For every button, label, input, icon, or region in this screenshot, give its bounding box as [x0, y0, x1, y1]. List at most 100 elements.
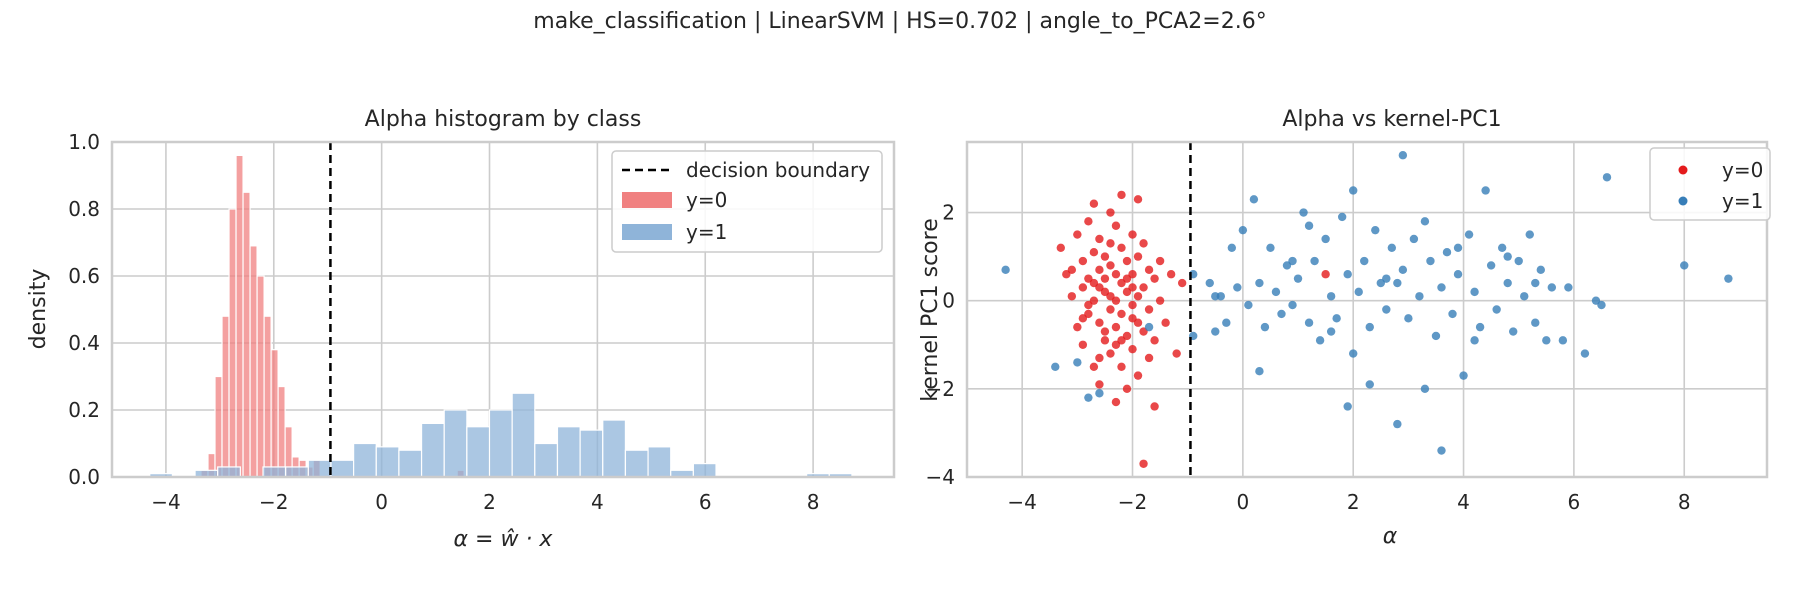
- scatter-point-y0: [1073, 230, 1082, 239]
- scatter-point-y0: [1095, 380, 1104, 389]
- scatter-point-y0: [1144, 265, 1154, 275]
- histogram-x-tick-label: 6: [699, 490, 712, 514]
- legend-label-y0: y=0: [686, 188, 727, 212]
- scatter-point-y0: [1150, 274, 1159, 283]
- scatter-y-tick-label: 0: [942, 289, 955, 313]
- scatter-point-y1: [1442, 247, 1452, 257]
- scatter-point-y0: [1056, 243, 1065, 252]
- scatter-point-y1: [1398, 265, 1408, 275]
- scatter-point-y1: [1233, 283, 1242, 292]
- scatter-point-y0: [1095, 265, 1104, 275]
- scatter-point-y1: [1244, 300, 1253, 310]
- histogram-x-tick-label: −4: [151, 490, 180, 514]
- histogram-bar-y0: [249, 245, 258, 478]
- scatter-point-y0: [1122, 274, 1132, 283]
- histogram-bar-y1: [398, 449, 423, 478]
- histogram-bar-y0: [270, 349, 279, 478]
- scatter-x-tick-label: −4: [1007, 490, 1036, 514]
- scatter-point-y1: [1349, 349, 1358, 358]
- scatter-point-y1: [1497, 243, 1507, 252]
- scatter-point-y0: [1122, 384, 1132, 394]
- histogram-bar-y1: [466, 426, 491, 478]
- scatter-point-y0: [1106, 208, 1115, 217]
- scatter-point-y1: [1503, 278, 1512, 288]
- scatter-x-axis-label: α: [1383, 524, 1398, 549]
- scatter-point-y1: [1409, 234, 1419, 244]
- scatter-point-y1: [1542, 336, 1551, 345]
- scatter-point-y0: [1100, 274, 1110, 283]
- scatter-point-y1: [1222, 318, 1231, 327]
- scatter-point-y0: [1095, 234, 1104, 244]
- scatter-point-y0: [1139, 239, 1148, 248]
- scatter-series-y0: [1056, 190, 1330, 468]
- scatter-legend-label-y1: y=1: [1722, 189, 1763, 213]
- scatter-point-y1: [1580, 349, 1590, 358]
- scatter-point-y1: [1337, 212, 1347, 222]
- histogram-x-tick-label: 0: [375, 490, 388, 514]
- histogram-x-ticks: −4 −2 0 2 4 6 8: [151, 490, 819, 514]
- scatter-point-y0: [1111, 322, 1121, 332]
- scatter-point-y0: [1089, 278, 1099, 288]
- scatter-point-y1: [1315, 336, 1325, 345]
- scatter-point-y0: [1095, 318, 1104, 327]
- scatter-point-y1: [1420, 217, 1430, 226]
- scatter-point-y1: [1602, 173, 1612, 182]
- scatter-point-y1: [1536, 265, 1545, 275]
- scatter-point-y1: [1293, 274, 1303, 283]
- scatter-point-y0: [1139, 459, 1148, 468]
- scatter-plot-frame: [965, 140, 1769, 479]
- scatter-legend: y=0 y=1: [1649, 147, 1771, 221]
- scatter-legend-marker-y0: [1678, 165, 1688, 175]
- scatter-point-y1: [1531, 318, 1540, 327]
- scatter-point-y1: [1271, 287, 1281, 297]
- scatter-point-y1: [1277, 309, 1286, 319]
- scatter-point-y1: [1475, 322, 1485, 332]
- scatter-point-y0: [1144, 353, 1154, 363]
- scatter-point-y1: [1724, 274, 1733, 283]
- scatter-point-y1: [1343, 402, 1352, 411]
- scatter-legend-marker-y1: [1678, 196, 1688, 206]
- scatter-point-y0: [1161, 318, 1170, 327]
- scatter-y-axis-label: kernel PC1 score: [918, 218, 943, 401]
- scatter-point-y0: [1117, 243, 1126, 252]
- histogram-x-tick-label: 2: [483, 490, 496, 514]
- scatter-point-y1: [1326, 327, 1336, 336]
- scatter-point-y0: [1111, 221, 1121, 230]
- scatter-point-y0: [1106, 292, 1115, 301]
- scatter-y-ticks: −4 −2 0 2: [926, 201, 955, 489]
- scatter-point-y1: [1304, 221, 1314, 230]
- scatter-point-y1: [1211, 292, 1220, 301]
- scatter-point-y1: [1051, 362, 1060, 372]
- scatter-point-y1: [1255, 278, 1264, 288]
- scatter-y-tick-label: 2: [942, 201, 955, 225]
- legend-label-y1: y=1: [686, 220, 727, 244]
- scatter-panel: Alpha vs kernel-PC1 −4 −2 0 2 4 6 8 −4 −2 0 2 α k…: [918, 107, 1771, 549]
- scatter-point-y1: [1349, 186, 1358, 195]
- scatter-point-y0: [1128, 283, 1137, 292]
- scatter-point-y0: [1106, 239, 1115, 248]
- scatter-point-y1: [1464, 230, 1474, 239]
- scatter-x-tick-label: 4: [1457, 490, 1470, 514]
- scatter-point-y1: [1310, 256, 1319, 266]
- figure-suptitle: make_classification | LinearSVM | HS=0.7…: [533, 9, 1266, 34]
- scatter-point-y0: [1106, 261, 1115, 270]
- scatter-point-y1: [1084, 393, 1093, 402]
- scatter-point-y1: [1227, 243, 1237, 252]
- scatter-point-y1: [1426, 256, 1435, 266]
- scatter-point-y0: [1133, 318, 1143, 327]
- scatter-point-y1: [1453, 243, 1463, 252]
- scatter-point-y1: [1382, 274, 1391, 283]
- scatter-point-y0: [1144, 305, 1154, 314]
- scatter-point-y0: [1172, 349, 1181, 358]
- histogram-y-axis-label: density: [26, 269, 51, 350]
- scatter-point-y0: [1111, 397, 1121, 407]
- histogram-bar-y1: [556, 426, 581, 478]
- scatter-x-tick-label: −2: [1118, 490, 1147, 514]
- histogram-y-tick-label: 0.2: [68, 398, 100, 422]
- scatter-point-y0: [1089, 247, 1099, 257]
- scatter-point-y0: [1128, 300, 1137, 310]
- scatter-point-y1: [1299, 208, 1308, 217]
- histogram-bar-y1: [647, 446, 672, 478]
- histogram-bar-y1: [262, 466, 287, 478]
- histogram-y-tick-label: 0.6: [68, 264, 100, 288]
